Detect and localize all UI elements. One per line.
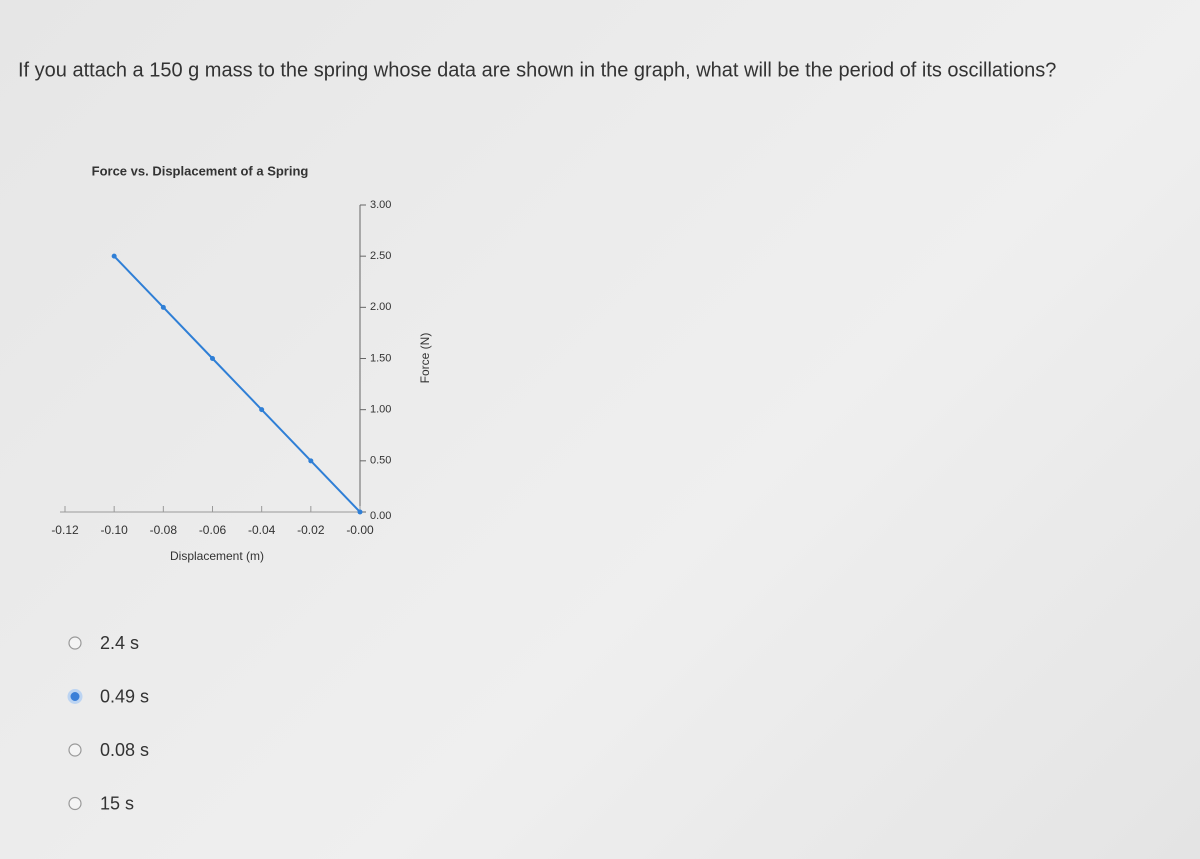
y-tick-label: 2.50	[370, 250, 391, 262]
x-tick-label: -0.12	[51, 523, 79, 537]
x-tick-label: -0.00	[346, 523, 374, 537]
y-tick-label: 0.00	[370, 510, 391, 522]
y-tick-label: 2.00	[370, 301, 391, 313]
data-line	[113, 255, 361, 513]
data-point	[259, 407, 265, 413]
radio-button[interactable]	[68, 743, 82, 757]
x-tick-label: -0.08	[150, 523, 178, 537]
radio-button[interactable]	[67, 689, 83, 704]
data-point	[160, 304, 166, 310]
radio-button[interactable]	[68, 796, 82, 811]
data-point	[111, 253, 117, 259]
x-tick-label: -0.06	[199, 523, 227, 537]
y-tick-label: 1.00	[370, 404, 391, 416]
y-tick-label: 1.50	[370, 352, 391, 364]
chart-title: Force vs. Displacement of a Spring	[92, 163, 309, 178]
x-axis-label: Displacement (m)	[170, 549, 264, 563]
question: If you attach a 150 g mass to the spring…	[18, 59, 1056, 81]
radio-button[interactable]	[68, 636, 82, 650]
data-point	[357, 509, 363, 515]
option-label[interactable]: 0.49 s	[100, 686, 149, 706]
option-label[interactable]: 0.08 s	[100, 740, 149, 760]
y-axis-label: Force (N)	[418, 333, 432, 384]
y-tick-label: 3.00	[370, 199, 391, 211]
option-label[interactable]: 15 s	[100, 793, 134, 813]
option-label[interactable]: 2.4 s	[100, 633, 139, 653]
x-tick-label: -0.10	[100, 523, 128, 537]
data-point	[210, 356, 215, 361]
data-point	[308, 458, 314, 464]
x-tick-label: -0.02	[297, 523, 325, 537]
y-tick-label: 0.50	[370, 455, 391, 467]
x-tick-label: -0.04	[248, 523, 276, 537]
